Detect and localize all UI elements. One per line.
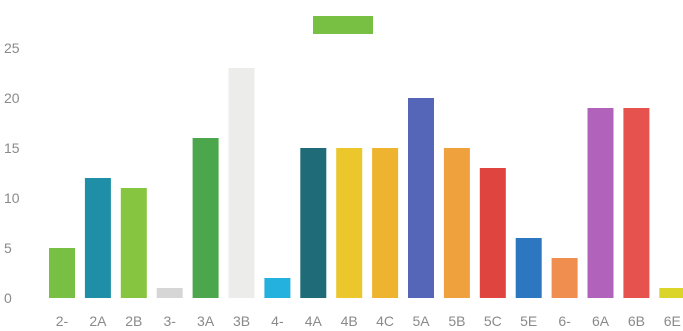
x-tick-label: 3- [163, 313, 176, 329]
bar-3- [156, 288, 183, 298]
y-tick-label: 20 [4, 90, 20, 106]
bar-4A [300, 148, 327, 298]
bar-4- [264, 278, 291, 298]
bar-5E [515, 238, 542, 298]
bar-5A [408, 98, 434, 298]
bar-2A [84, 178, 111, 298]
x-tick-label: 4C [376, 313, 394, 329]
x-tick-label: 4- [271, 313, 284, 329]
bars-group [49, 68, 683, 298]
y-tick-label: 0 [4, 290, 12, 306]
y-tick-label: 15 [4, 140, 20, 156]
x-tick-label: 2B [125, 313, 142, 329]
bar-3A [192, 138, 219, 298]
bar-3B [228, 68, 255, 298]
x-tick-label: 3A [197, 313, 215, 329]
bar-5C [479, 168, 506, 298]
y-tick-label: 25 [4, 40, 20, 56]
bar-4B [336, 148, 363, 298]
x-tick-label: 6- [558, 313, 571, 329]
y-axis-ticks: 0 5 10 15 20 25 [4, 40, 20, 306]
bar-6A [587, 108, 614, 298]
x-tick-label: 6A [592, 313, 610, 329]
x-tick-label: 2A [89, 313, 107, 329]
bar-6- [551, 258, 578, 298]
x-tick-label: 5B [448, 313, 465, 329]
x-tick-label: 4A [305, 313, 323, 329]
y-tick-label: 10 [4, 190, 20, 206]
x-tick-label: 6B [628, 313, 645, 329]
y-tick-label: 5 [4, 240, 12, 256]
x-tick-label: 5E [520, 313, 537, 329]
x-axis-ticks: 2- 2A 2B 3- 3A 3B 4- 4A 4B 4C 5A 5B 5C 5E 6- 6A 6B 6E [56, 313, 681, 329]
x-tick-label: 3B [233, 313, 250, 329]
legend-swatch [313, 16, 373, 34]
x-tick-label: 5A [412, 313, 430, 329]
bar-4C [372, 148, 399, 298]
x-tick-label: 2- [56, 313, 69, 329]
bar-2B [120, 188, 147, 298]
x-tick-label: 4B [341, 313, 358, 329]
x-tick-label: 5C [484, 313, 502, 329]
bar-2- [49, 248, 75, 298]
bar-6E [659, 288, 683, 298]
bar-5B [443, 148, 470, 298]
bar-6B [623, 108, 650, 298]
x-tick-label: 6E [664, 313, 681, 329]
